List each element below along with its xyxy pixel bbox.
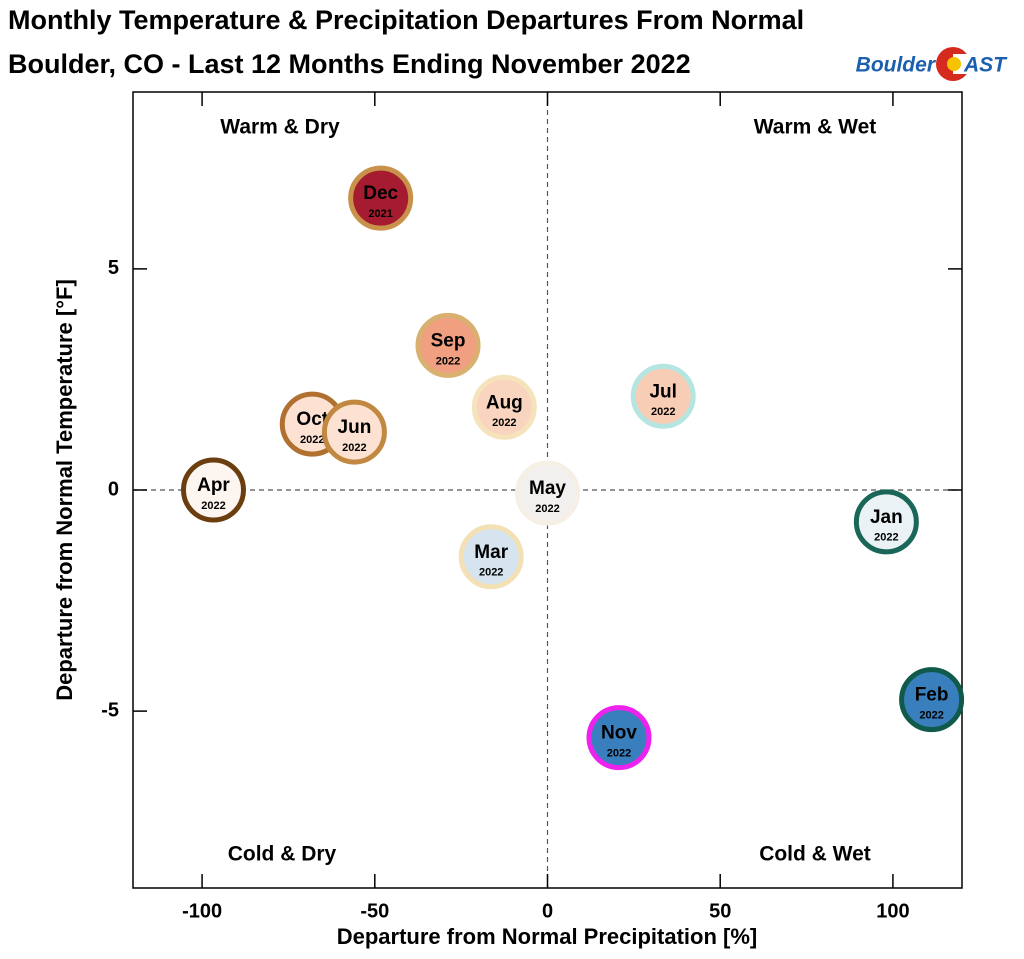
point-label: Oct (296, 409, 328, 430)
point-year: 2021 (368, 208, 392, 220)
point-label: Apr (197, 475, 230, 496)
y-tick-label: -5 (101, 699, 119, 721)
x-tick-label: -100 (182, 900, 222, 922)
point-year: 2022 (479, 567, 503, 579)
point-year: 2022 (492, 417, 516, 429)
y-tick-label: 5 (108, 257, 119, 279)
point (630, 363, 696, 429)
point-label: May (529, 478, 566, 499)
quadrant-label: Cold & Dry (228, 843, 337, 866)
x-tick-label: 100 (876, 900, 909, 922)
point-label: Jul (649, 381, 676, 402)
point-year: 2022 (607, 748, 631, 760)
point-label: Aug (486, 392, 523, 413)
point (853, 489, 919, 555)
point-label: Dec (363, 183, 398, 204)
x-axis-label: Departure from Normal Precipitation [%] (337, 924, 758, 949)
point-year: 2022 (919, 710, 943, 722)
point (471, 374, 537, 440)
y-tick-label: 0 (108, 478, 119, 500)
point-label: Mar (474, 542, 508, 563)
x-tick-label: 0 (542, 900, 553, 922)
logo-text: Boulder (856, 54, 937, 77)
quadrant-label: Warm & Wet (754, 116, 877, 139)
y-axis-label: Departure from Normal Temperature [°F] (52, 279, 77, 701)
x-tick-label: 50 (709, 900, 731, 922)
point-label: Jan (870, 507, 903, 528)
point-year: 2022 (342, 442, 366, 454)
point (899, 667, 965, 733)
point (458, 524, 524, 590)
chart-title: Monthly Temperature & Precipitation Depa… (8, 5, 804, 35)
point (415, 312, 481, 378)
point-year: 2022 (651, 406, 675, 418)
chart-subtitle: Boulder, CO - Last 12 Months Ending Nove… (8, 49, 691, 79)
point-year: 2022 (201, 500, 225, 512)
point-year: 2022 (300, 434, 324, 446)
point (180, 457, 246, 523)
point (321, 399, 387, 465)
logo: Boulder AST (856, 47, 1008, 81)
point (515, 460, 580, 526)
logo-sun (947, 57, 961, 71)
point-label: Feb (915, 685, 949, 706)
point-label: Jun (338, 417, 372, 438)
point (348, 165, 414, 231)
point-label: Nov (601, 723, 637, 744)
point (586, 705, 652, 771)
point-label: Sep (431, 330, 466, 351)
point-year: 2022 (535, 503, 559, 515)
point-year: 2022 (874, 532, 898, 544)
x-tick-label: -50 (360, 900, 389, 922)
quadrant-label: Warm & Dry (220, 116, 340, 139)
logo-text: AST (963, 54, 1008, 77)
quadrant-label: Cold & Wet (759, 843, 871, 866)
point-year: 2022 (436, 355, 460, 367)
